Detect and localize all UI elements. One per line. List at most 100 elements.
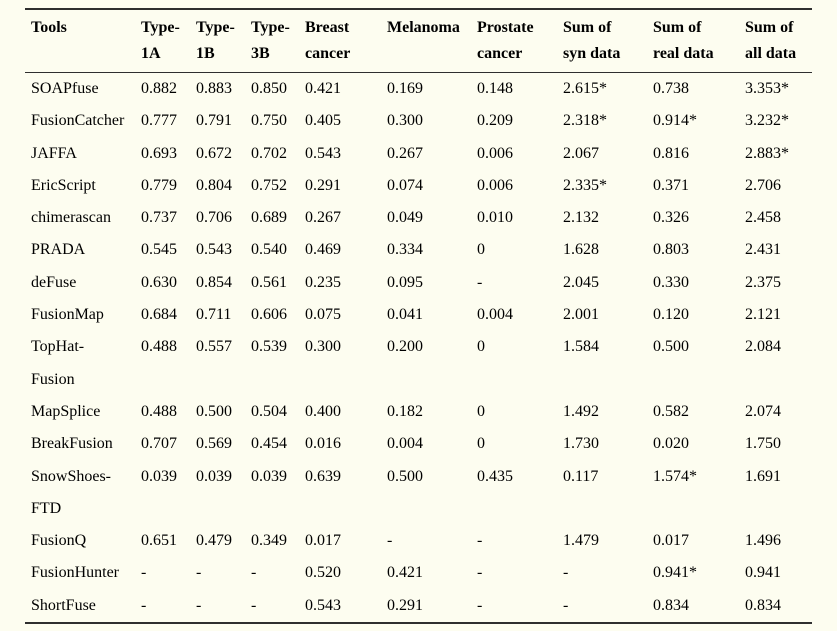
- value-cell: 2.335*: [563, 176, 607, 194]
- value-cell: 0.400: [305, 402, 341, 420]
- value-cell: 2.001: [563, 306, 599, 324]
- value-cell: 0.421: [387, 564, 423, 582]
- table-row: FusionCatcher 0.777 0.791 0.750 0.405 0.300 0.…: [25, 105, 812, 137]
- value-cell: 1.628: [563, 241, 599, 259]
- column-header: Sum of real data: [653, 19, 714, 62]
- value-cell: 0.804: [196, 176, 232, 194]
- value-cell: 0.752: [251, 176, 287, 194]
- value-cell: 0.421: [305, 80, 341, 97]
- value-cell: 0.557: [196, 338, 232, 356]
- table-row: ShortFuse - - - 0.543 0.291 - - 0.834 0.834: [25, 590, 812, 623]
- table-row: TopHat- Fusion 0.488 0.557 0.539 0.300 0.200 0…: [25, 331, 812, 396]
- value-cell: 0.834: [653, 596, 689, 614]
- value-cell: 0.267: [305, 209, 341, 227]
- value-cell: -: [563, 564, 569, 582]
- value-cell: 3.353*: [745, 80, 789, 97]
- value-cell: 0.074: [387, 176, 423, 194]
- value-cell: 2.706: [745, 176, 781, 194]
- value-cell: 0.435: [477, 467, 513, 485]
- column-header: Sum of all data: [745, 19, 797, 62]
- table-row: PRADA 0.545 0.543 0.540 0.469 0.334 0 1.628 0.80…: [25, 234, 812, 266]
- tool-name-cell: MapSplice: [31, 402, 101, 420]
- value-cell: 0.941*: [653, 564, 697, 582]
- value-cell: 1.496: [745, 532, 781, 550]
- value-cell: 0.689: [251, 209, 287, 227]
- value-cell: 0.326: [653, 209, 689, 227]
- value-cell: 0.330: [653, 273, 689, 291]
- value-cell: 2.045: [563, 273, 599, 291]
- tool-name-cell: JAFFA: [31, 144, 77, 162]
- value-cell: 0.075: [305, 306, 341, 324]
- value-cell: 0.504: [251, 402, 287, 420]
- value-cell: 0.737: [141, 209, 177, 227]
- value-cell: 2.375: [745, 273, 781, 291]
- value-cell: 0.539: [251, 338, 287, 356]
- table-row: SnowShoes- FTD 0.039 0.039 0.039 0.639 0.500 0…: [25, 461, 812, 526]
- column-header: Sum of syn data: [563, 19, 621, 62]
- column-header: Prostate cancer: [477, 19, 534, 62]
- value-cell: 0.300: [387, 112, 423, 130]
- tool-name-cell: FusionCatcher: [31, 112, 125, 130]
- value-cell: 0.017: [653, 532, 689, 550]
- value-cell: 0: [477, 338, 485, 356]
- table-row: BreakFusion 0.707 0.569 0.454 0.016 0.004 0 1.7…: [25, 428, 812, 460]
- value-cell: -: [196, 564, 202, 582]
- value-cell: 0.405: [305, 112, 341, 130]
- value-cell: 0.095: [387, 273, 423, 291]
- value-cell: 2.067: [563, 144, 599, 162]
- value-cell: 2.074: [745, 402, 781, 420]
- value-cell: 0.209: [477, 112, 513, 130]
- value-cell: 0.479: [196, 532, 232, 550]
- value-cell: 2.615*: [563, 80, 607, 97]
- value-cell: 0.371: [653, 176, 689, 194]
- tool-name-cell: PRADA: [31, 241, 86, 259]
- table-row: EricScript 0.779 0.804 0.752 0.291 0.074 0.006…: [25, 170, 812, 202]
- value-cell: 1.730: [563, 435, 599, 453]
- table-row: JAFFA 0.693 0.672 0.702 0.543 0.267 0.006 2.067…: [25, 138, 812, 170]
- value-cell: 2.883*: [745, 144, 789, 162]
- value-cell: -: [477, 273, 483, 291]
- value-cell: 0.488: [141, 338, 177, 356]
- value-cell: 0.454: [251, 435, 287, 453]
- tool-name-cell: TopHat- Fusion: [31, 338, 85, 388]
- value-cell: 0.543: [196, 241, 232, 259]
- value-cell: 0.543: [305, 144, 341, 162]
- value-cell: 0.349: [251, 532, 287, 550]
- tool-name-cell: SnowShoes- FTD: [31, 467, 112, 517]
- value-cell: -: [141, 564, 147, 582]
- value-cell: 0.791: [196, 112, 232, 130]
- value-cell: 0.235: [305, 273, 341, 291]
- value-cell: 0.543: [305, 596, 341, 614]
- value-cell: 0.488: [141, 402, 177, 420]
- value-cell: 0.520: [305, 564, 341, 582]
- value-cell: 2.132: [563, 209, 599, 227]
- value-cell: 0.006: [477, 176, 513, 194]
- value-cell: 2.084: [745, 338, 781, 356]
- value-cell: 0.738: [653, 80, 689, 97]
- value-cell: 1.479: [563, 532, 599, 550]
- value-cell: 1.492: [563, 402, 599, 420]
- value-cell: -: [387, 532, 393, 550]
- value-cell: 0: [477, 402, 485, 420]
- value-cell: 0.707: [141, 435, 177, 453]
- value-cell: 0.041: [387, 306, 423, 324]
- value-cell: 0.039: [251, 467, 287, 485]
- value-cell: 0.039: [141, 467, 177, 485]
- value-cell: 0.750: [251, 112, 287, 130]
- value-cell: 2.318*: [563, 112, 607, 130]
- value-cell: 0.569: [196, 435, 232, 453]
- tool-name-cell: BreakFusion: [31, 435, 113, 453]
- value-cell: 0.017: [305, 532, 341, 550]
- value-cell: -: [251, 596, 257, 614]
- column-header: Breast cancer: [305, 19, 351, 62]
- value-cell: 0.148: [477, 80, 513, 97]
- value-cell: 1.691: [745, 467, 781, 485]
- table-row: MapSplice 0.488 0.500 0.504 0.400 0.182 0 1.492…: [25, 396, 812, 428]
- value-cell: 0.004: [477, 306, 513, 324]
- value-cell: 0.120: [653, 306, 689, 324]
- value-cell: 0.651: [141, 532, 177, 550]
- tool-name-cell: FusionQ: [31, 532, 87, 550]
- column-header: Type- 1A: [141, 19, 180, 62]
- table-row: chimerascan 0.737 0.706 0.689 0.267 0.049 0.01…: [25, 202, 812, 234]
